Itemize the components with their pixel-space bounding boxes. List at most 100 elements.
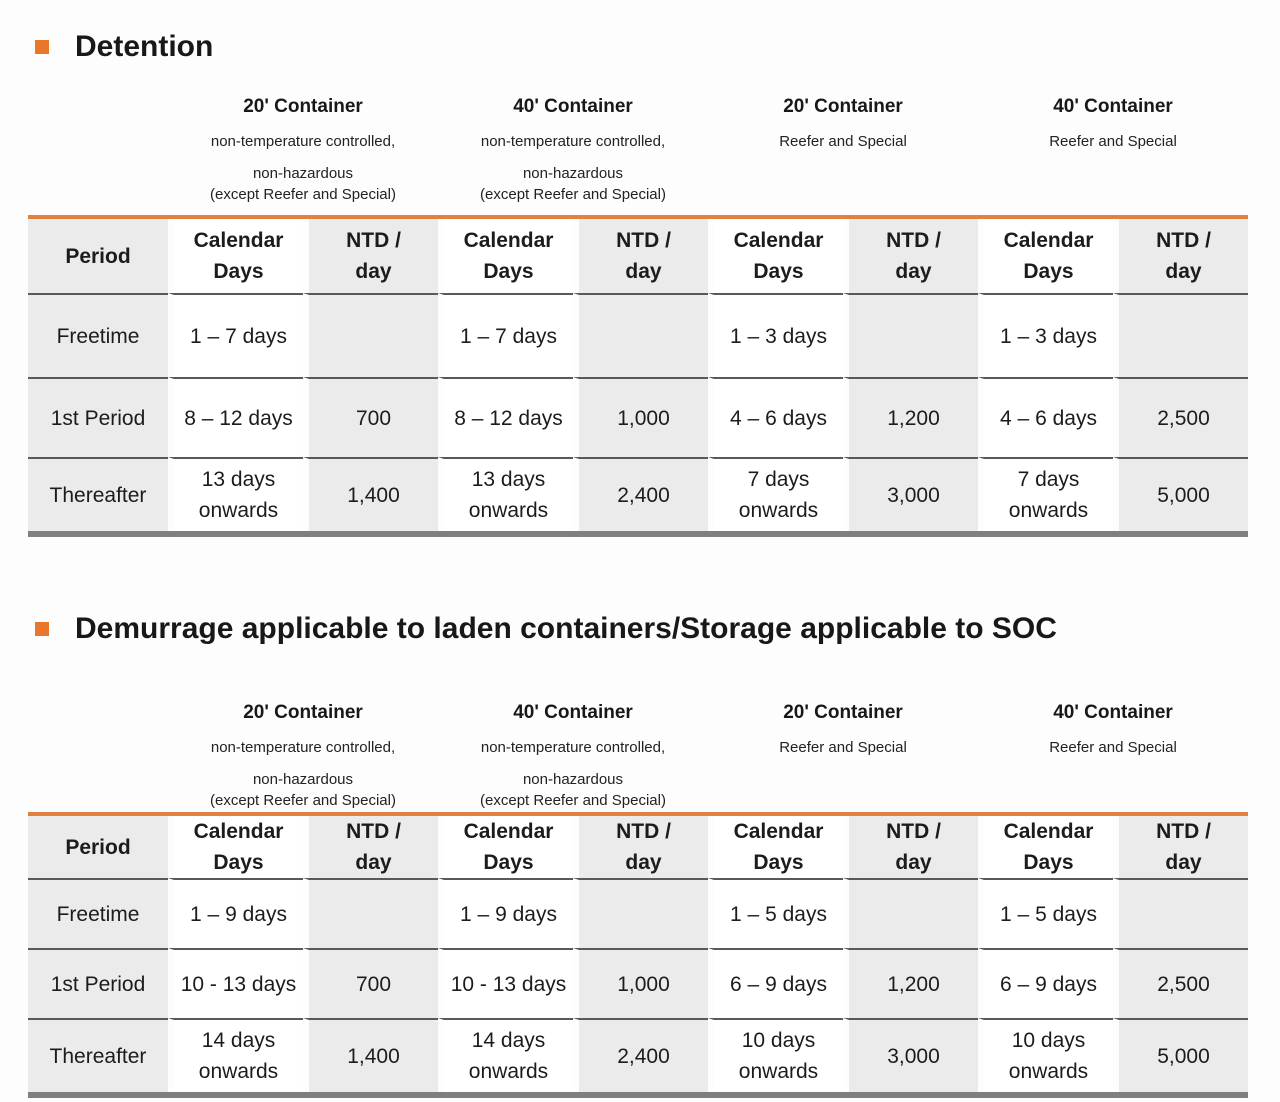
container-type-subtitle: (except Reefer and Special): [480, 792, 666, 809]
days-cell: 1 – 3 days: [708, 293, 843, 377]
container-type-subtitle: non-temperature controlled,: [210, 133, 396, 150]
col-header-period: Period: [28, 816, 168, 878]
rate-cell: [573, 293, 708, 377]
col-header-calendar-days: Calendar Days: [708, 816, 843, 878]
section-title: Demurrage applicable to laden containers…: [75, 612, 1057, 645]
rate-cell: [303, 293, 438, 377]
container-type-subtitle: Reefer and Special: [779, 739, 907, 756]
container-type-title: 20' Container: [783, 702, 903, 723]
days-cell: 14 days onwards: [168, 1018, 303, 1092]
rate-cell: [843, 878, 978, 948]
container-type-header: 40' Container non-temperature controlled…: [438, 96, 708, 205]
container-type-subtitle: non-temperature controlled,: [480, 739, 666, 756]
days-cell: 7 days onwards: [708, 457, 843, 531]
container-type-subtitle: (except Reefer and Special): [210, 792, 396, 809]
rate-cell: 3,000: [843, 1018, 978, 1092]
container-type-header: 40' Container non-temperature controlled…: [438, 702, 708, 811]
table-header-row: Period Calendar Days NTD / day Calendar …: [28, 816, 1248, 878]
days-cell: 13 days onwards: [438, 457, 573, 531]
col-header-calendar-days: Calendar Days: [978, 219, 1113, 293]
rate-cell: 2,500: [1113, 377, 1248, 457]
demurrage-rate-table: Period Calendar Days NTD / day Calendar …: [28, 812, 1248, 1098]
col-header-calendar-days: Calendar Days: [708, 219, 843, 293]
days-cell: 1 – 9 days: [438, 878, 573, 948]
container-type-headers: 20' Container non-temperature controlled…: [168, 702, 1248, 811]
bullet-icon: [35, 40, 49, 54]
container-type-subtitle: Reefer and Special: [1049, 739, 1177, 756]
col-header-ntd-day: NTD / day: [843, 219, 978, 293]
period-cell: 1st Period: [28, 377, 168, 457]
days-cell: 1 – 7 days: [168, 293, 303, 377]
period-cell: 1st Period: [28, 948, 168, 1018]
days-cell: 10 - 13 days: [438, 948, 573, 1018]
rate-cell: 1,000: [573, 948, 708, 1018]
container-type-subtitle: non-temperature controlled,: [480, 133, 666, 150]
container-type-subtitle: non-hazardous: [522, 771, 624, 788]
col-header-period: Period: [28, 219, 168, 293]
container-type-header: 20' Container Reefer and Special: [708, 702, 978, 811]
rate-cell: 2,400: [573, 457, 708, 531]
container-type-title: 40' Container: [513, 702, 633, 723]
rate-cell: 700: [303, 948, 438, 1018]
table-row-thereafter: Thereafter 14 days onwards 1,400 14 days…: [28, 1018, 1248, 1092]
days-cell: 4 – 6 days: [978, 377, 1113, 457]
days-cell: 1 – 9 days: [168, 878, 303, 948]
container-type-subtitle: non-hazardous: [252, 165, 354, 182]
container-type-subtitle: Reefer and Special: [1049, 133, 1177, 150]
container-type-header: 40' Container Reefer and Special: [978, 702, 1248, 811]
container-type-title: 20' Container: [783, 96, 903, 117]
days-cell: 8 – 12 days: [438, 377, 573, 457]
period-cell: Freetime: [28, 293, 168, 377]
container-type-headers: 20' Container non-temperature controlled…: [168, 96, 1248, 205]
section-heading-detention: Detention: [35, 30, 213, 64]
period-cell: Thereafter: [28, 457, 168, 531]
container-type-subtitle: (except Reefer and Special): [210, 186, 396, 203]
rate-cell: 1,200: [843, 948, 978, 1018]
days-cell: 7 days onwards: [978, 457, 1113, 531]
container-type-title: 40' Container: [1053, 702, 1173, 723]
table-row-1st-period: 1st Period 8 – 12 days 700 8 – 12 days 1…: [28, 377, 1248, 457]
table-header-row: Period Calendar Days NTD / day Calendar …: [28, 219, 1248, 293]
container-type-header: 20' Container non-temperature controlled…: [168, 96, 438, 205]
table-row-freetime: Freetime 1 – 9 days 1 – 9 days 1 – 5 day…: [28, 878, 1248, 948]
days-cell: 6 – 9 days: [978, 948, 1113, 1018]
table-row-1st-period: 1st Period 10 - 13 days 700 10 - 13 days…: [28, 948, 1248, 1018]
rate-cell: 1,400: [303, 1018, 438, 1092]
days-cell: 10 - 13 days: [168, 948, 303, 1018]
rate-cell: 3,000: [843, 457, 978, 531]
container-type-header: 20' Container Reefer and Special: [708, 96, 978, 205]
container-type-header: 40' Container Reefer and Special: [978, 96, 1248, 205]
col-header-ntd-day: NTD / day: [1113, 816, 1248, 878]
days-cell: 4 – 6 days: [708, 377, 843, 457]
days-cell: 13 days onwards: [168, 457, 303, 531]
rate-cell: 700: [303, 377, 438, 457]
container-type-title: 40' Container: [513, 96, 633, 117]
col-header-ntd-day: NTD / day: [303, 816, 438, 878]
col-header-ntd-day: NTD / day: [843, 816, 978, 878]
col-header-ntd-day: NTD / day: [573, 816, 708, 878]
col-header-calendar-days: Calendar Days: [438, 816, 573, 878]
container-type-subtitle: non-hazardous: [522, 165, 624, 182]
days-cell: 1 – 3 days: [978, 293, 1113, 377]
rate-cell: 1,200: [843, 377, 978, 457]
rate-cell: 5,000: [1113, 457, 1248, 531]
days-cell: 10 days onwards: [708, 1018, 843, 1092]
days-cell: 6 – 9 days: [708, 948, 843, 1018]
container-type-subtitle: Reefer and Special: [779, 133, 907, 150]
days-cell: 14 days onwards: [438, 1018, 573, 1092]
rate-cell: 1,400: [303, 457, 438, 531]
container-type-title: 20' Container: [243, 96, 363, 117]
days-cell: 1 – 5 days: [978, 878, 1113, 948]
col-header-ntd-day: NTD / day: [303, 219, 438, 293]
rate-cell: 1,000: [573, 377, 708, 457]
rate-cell: [1113, 878, 1248, 948]
col-header-calendar-days: Calendar Days: [168, 219, 303, 293]
days-cell: 10 days onwards: [978, 1018, 1113, 1092]
rate-cell: [1113, 293, 1248, 377]
container-type-subtitle: (except Reefer and Special): [480, 186, 666, 203]
period-cell: Freetime: [28, 878, 168, 948]
col-header-ntd-day: NTD / day: [1113, 219, 1248, 293]
section-title: Detention: [75, 30, 214, 63]
rate-cell: [303, 878, 438, 948]
